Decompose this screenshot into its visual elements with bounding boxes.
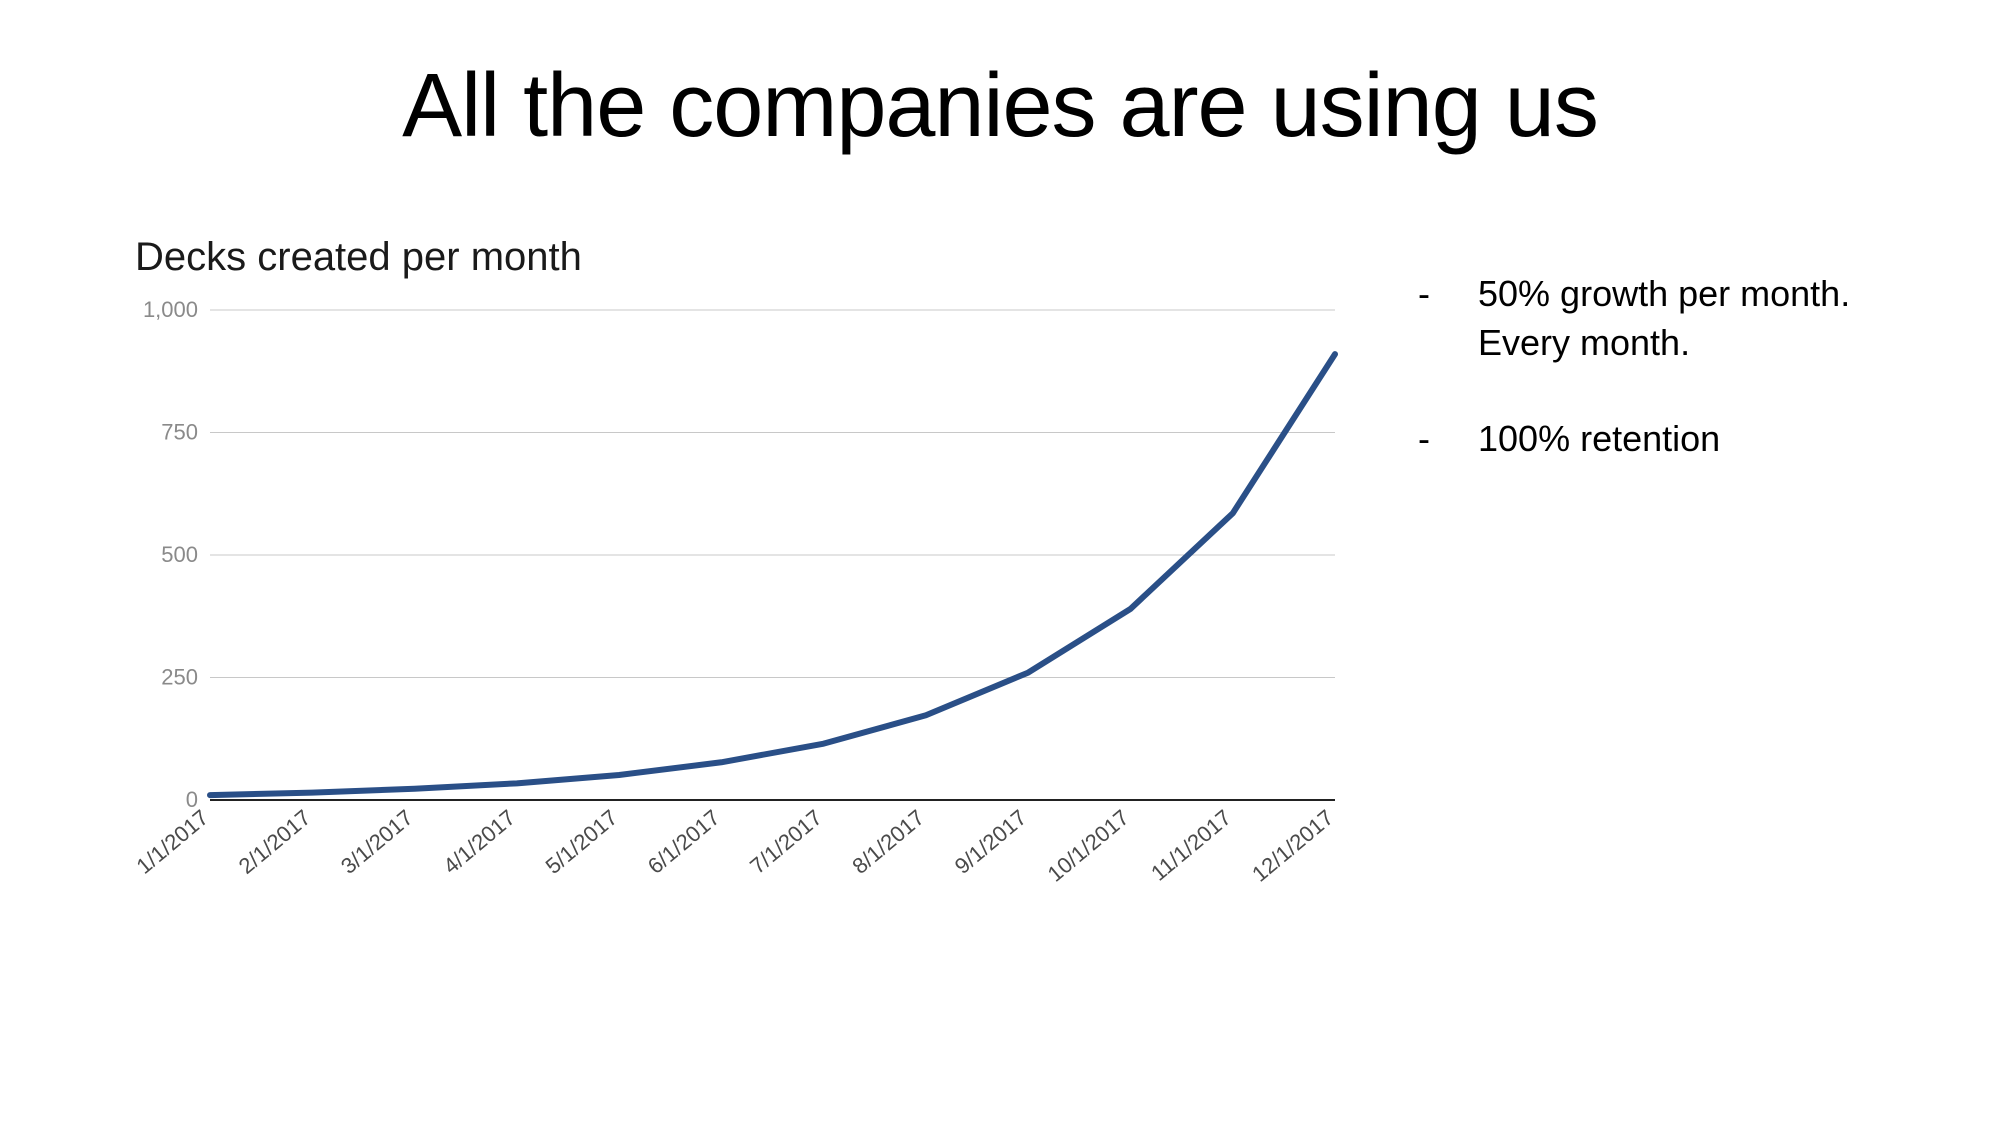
- bullet-list: 50% growth per month. Every month. 100% r…: [1390, 270, 1950, 512]
- slide-title: All the companies are using us: [0, 55, 2000, 158]
- x-axis-tick-label: 2/1/2017: [234, 805, 316, 879]
- x-axis-tick-label: 6/1/2017: [643, 805, 725, 879]
- y-axis-tick-label: 750: [161, 420, 198, 445]
- chart-title: Decks created per month: [135, 235, 1375, 280]
- chart-container: Decks created per month 02505007501,0001…: [135, 235, 1375, 915]
- x-axis-tick-label: 3/1/2017: [336, 805, 418, 879]
- y-axis-tick-label: 1,000: [143, 300, 198, 322]
- bullet-item: 100% retention: [1390, 415, 1950, 464]
- x-axis-tick-label: 12/1/2017: [1247, 805, 1338, 887]
- x-axis-tick-label: 7/1/2017: [745, 805, 827, 879]
- data-line: [210, 354, 1335, 795]
- line-chart-svg: 02505007501,0001/1/20172/1/20173/1/20174…: [135, 300, 1375, 920]
- x-axis-tick-label: 11/1/2017: [1146, 805, 1236, 886]
- y-axis-tick-label: 500: [161, 542, 198, 567]
- x-axis-tick-label: 8/1/2017: [847, 805, 929, 879]
- x-axis-tick-label: 4/1/2017: [438, 805, 520, 879]
- x-axis-tick-label: 1/1/2017: [135, 805, 213, 879]
- x-axis-tick-label: 5/1/2017: [541, 805, 623, 879]
- x-axis-tick-label: 10/1/2017: [1043, 805, 1134, 887]
- bullet-item: 50% growth per month. Every month.: [1390, 270, 1950, 367]
- y-axis-tick-label: 250: [161, 665, 198, 690]
- x-axis-tick-label: 9/1/2017: [950, 805, 1032, 879]
- chart-plot-area: 02505007501,0001/1/20172/1/20173/1/20174…: [135, 300, 1375, 920]
